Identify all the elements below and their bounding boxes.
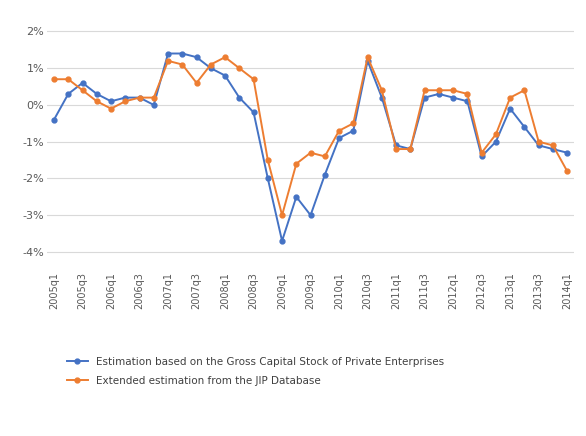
Extended estimation from the JIP Database (407, 146, 414, 152)
Extended estimation from the JIP Database (564, 168, 571, 174)
Extended estimation from the JIP Database (136, 95, 143, 100)
Extended estimation from the JIP Database (492, 132, 499, 137)
Estimation based on the Gross Capital Stock of Private Enterprises (564, 150, 571, 155)
Extended estimation from the JIP Database (507, 95, 514, 100)
Estimation based on the Gross Capital Stock of Private Enterprises (93, 91, 100, 96)
Estimation based on the Gross Capital Stock of Private Enterprises (550, 146, 557, 152)
Estimation based on the Gross Capital Stock of Private Enterprises (207, 65, 214, 71)
Estimation based on the Gross Capital Stock of Private Enterprises (293, 194, 300, 199)
Extended estimation from the JIP Database (550, 143, 557, 148)
Extended estimation from the JIP Database (379, 88, 386, 93)
Line: Extended estimation from the JIP Database: Extended estimation from the JIP Databas… (52, 55, 570, 218)
Extended estimation from the JIP Database (336, 128, 343, 133)
Estimation based on the Gross Capital Stock of Private Enterprises (107, 99, 114, 104)
Estimation based on the Gross Capital Stock of Private Enterprises (379, 95, 386, 100)
Estimation based on the Gross Capital Stock of Private Enterprises (307, 213, 314, 218)
Extended estimation from the JIP Database (293, 161, 300, 167)
Extended estimation from the JIP Database (321, 154, 328, 159)
Estimation based on the Gross Capital Stock of Private Enterprises (507, 106, 514, 111)
Estimation based on the Gross Capital Stock of Private Enterprises (393, 143, 400, 148)
Extended estimation from the JIP Database (307, 150, 314, 155)
Estimation based on the Gross Capital Stock of Private Enterprises (64, 91, 71, 96)
Estimation based on the Gross Capital Stock of Private Enterprises (193, 54, 200, 60)
Estimation based on the Gross Capital Stock of Private Enterprises (478, 154, 485, 159)
Extended estimation from the JIP Database (122, 99, 129, 104)
Extended estimation from the JIP Database (207, 62, 214, 67)
Extended estimation from the JIP Database (50, 77, 57, 82)
Estimation based on the Gross Capital Stock of Private Enterprises (407, 146, 414, 152)
Estimation based on the Gross Capital Stock of Private Enterprises (435, 91, 442, 96)
Extended estimation from the JIP Database (521, 88, 528, 93)
Extended estimation from the JIP Database (478, 150, 485, 155)
Extended estimation from the JIP Database (435, 88, 442, 93)
Estimation based on the Gross Capital Stock of Private Enterprises (264, 176, 271, 181)
Estimation based on the Gross Capital Stock of Private Enterprises (236, 95, 243, 100)
Estimation based on the Gross Capital Stock of Private Enterprises (136, 95, 143, 100)
Extended estimation from the JIP Database (64, 77, 71, 82)
Estimation based on the Gross Capital Stock of Private Enterprises (364, 58, 371, 64)
Estimation based on the Gross Capital Stock of Private Enterprises (222, 73, 229, 78)
Estimation based on the Gross Capital Stock of Private Enterprises (250, 110, 257, 115)
Extended estimation from the JIP Database (93, 99, 100, 104)
Extended estimation from the JIP Database (449, 88, 456, 93)
Extended estimation from the JIP Database (193, 80, 200, 85)
Estimation based on the Gross Capital Stock of Private Enterprises (449, 95, 456, 100)
Extended estimation from the JIP Database (393, 146, 400, 152)
Extended estimation from the JIP Database (250, 77, 257, 82)
Extended estimation from the JIP Database (535, 139, 542, 144)
Legend: Estimation based on the Gross Capital Stock of Private Enterprises, Extended est: Estimation based on the Gross Capital St… (63, 353, 448, 390)
Extended estimation from the JIP Database (264, 157, 271, 163)
Estimation based on the Gross Capital Stock of Private Enterprises (321, 172, 328, 177)
Estimation based on the Gross Capital Stock of Private Enterprises (492, 139, 499, 144)
Extended estimation from the JIP Database (107, 106, 114, 111)
Estimation based on the Gross Capital Stock of Private Enterprises (179, 51, 186, 56)
Extended estimation from the JIP Database (278, 213, 285, 218)
Estimation based on the Gross Capital Stock of Private Enterprises (535, 143, 542, 148)
Estimation based on the Gross Capital Stock of Private Enterprises (150, 102, 157, 108)
Extended estimation from the JIP Database (236, 65, 243, 71)
Extended estimation from the JIP Database (364, 54, 371, 60)
Extended estimation from the JIP Database (421, 88, 428, 93)
Extended estimation from the JIP Database (464, 91, 471, 96)
Extended estimation from the JIP Database (350, 121, 357, 126)
Estimation based on the Gross Capital Stock of Private Enterprises (79, 80, 86, 85)
Estimation based on the Gross Capital Stock of Private Enterprises (165, 51, 172, 56)
Extended estimation from the JIP Database (165, 58, 172, 64)
Line: Estimation based on the Gross Capital Stock of Private Enterprises: Estimation based on the Gross Capital St… (52, 51, 570, 243)
Extended estimation from the JIP Database (79, 88, 86, 93)
Estimation based on the Gross Capital Stock of Private Enterprises (122, 95, 129, 100)
Estimation based on the Gross Capital Stock of Private Enterprises (421, 95, 428, 100)
Estimation based on the Gross Capital Stock of Private Enterprises (278, 238, 285, 244)
Estimation based on the Gross Capital Stock of Private Enterprises (336, 136, 343, 141)
Estimation based on the Gross Capital Stock of Private Enterprises (350, 128, 357, 133)
Estimation based on the Gross Capital Stock of Private Enterprises (50, 117, 57, 122)
Estimation based on the Gross Capital Stock of Private Enterprises (464, 99, 471, 104)
Estimation based on the Gross Capital Stock of Private Enterprises (521, 124, 528, 129)
Extended estimation from the JIP Database (179, 62, 186, 67)
Extended estimation from the JIP Database (150, 95, 157, 100)
Extended estimation from the JIP Database (222, 54, 229, 60)
